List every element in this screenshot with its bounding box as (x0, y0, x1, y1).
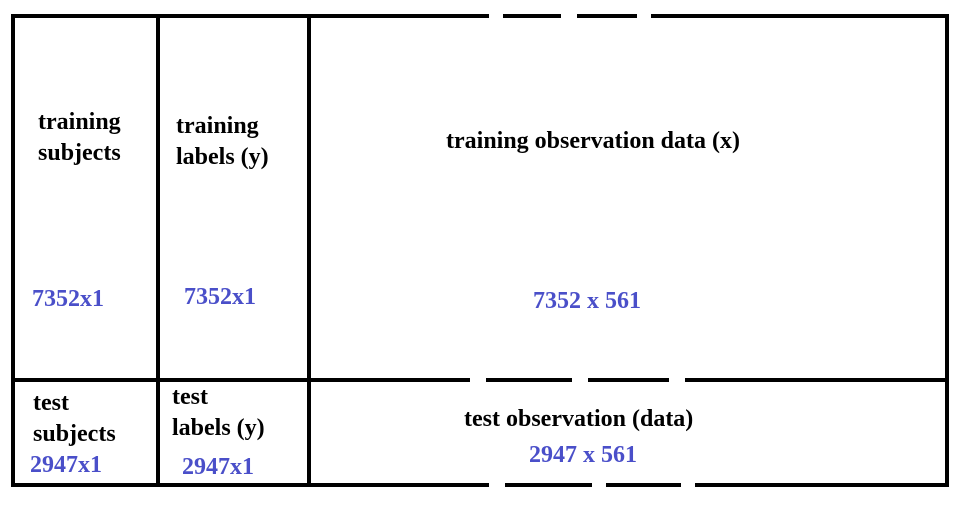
training-labels-title-line2: labels (y) (176, 144, 269, 170)
training-subjects-title-line1: training (38, 109, 121, 135)
training-observation-title: training observation data (x) (446, 128, 740, 154)
training-labels-dimension: 7352x1 (184, 284, 256, 310)
training-subjects-dimension: 7352x1 (32, 286, 104, 312)
test-subjects-dimension: 2947x1 (30, 452, 102, 478)
test-observation-dimension: 2947 x 561 (529, 442, 637, 468)
training-subjects-title-line2: subjects (38, 140, 121, 166)
training-observation-dimension: 7352 x 561 (533, 288, 641, 314)
test-labels-title-line2: labels (y) (172, 415, 265, 441)
test-labels-dimension: 2947x1 (182, 454, 254, 480)
test-observation-title: test observation (data) (464, 406, 694, 432)
test-subjects-title-line2: subjects (33, 421, 116, 447)
test-subjects-title-line1: test (33, 390, 69, 416)
training-labels-title-line1: training (176, 113, 259, 139)
test-labels-title-line1: test (172, 384, 208, 410)
